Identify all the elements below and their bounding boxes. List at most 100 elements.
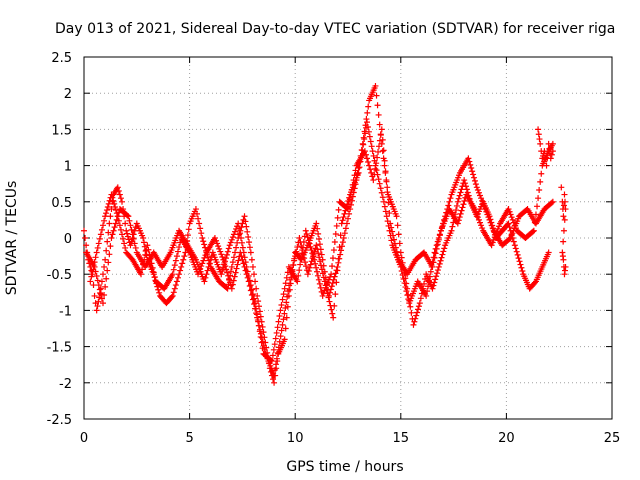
- data-point: [299, 250, 306, 257]
- data-point: [346, 196, 353, 203]
- data-point: [128, 226, 135, 233]
- data-point: [472, 208, 479, 215]
- data-point: [537, 140, 544, 147]
- data-point: [83, 242, 90, 249]
- data-point: [103, 207, 110, 214]
- data-point: [372, 82, 379, 89]
- data-point: [424, 288, 431, 295]
- data-point: [193, 210, 200, 217]
- data-point: [369, 148, 376, 155]
- data-point: [242, 218, 249, 225]
- data-point: [368, 143, 375, 150]
- y-tick-label: 1.5: [51, 123, 72, 138]
- data-point: [477, 219, 483, 226]
- data-point: [489, 239, 496, 246]
- data-point: [251, 301, 258, 308]
- data-point: [277, 333, 284, 340]
- data-point: [414, 306, 421, 313]
- data-point: [169, 271, 176, 278]
- data-point: [178, 263, 185, 270]
- data-point: [101, 292, 108, 299]
- data-point: [274, 350, 281, 357]
- data-point: [388, 224, 395, 231]
- data-point: [320, 290, 327, 297]
- data-point: [364, 119, 371, 126]
- data-point: [463, 186, 470, 193]
- data-point: [283, 274, 290, 281]
- data-point: [440, 248, 447, 255]
- data-point: [548, 151, 555, 158]
- data-point: [294, 244, 301, 251]
- data-point: [374, 102, 381, 109]
- data-point: [333, 222, 340, 229]
- data-point: [216, 245, 223, 252]
- data-point: [341, 210, 348, 217]
- data-point: [205, 263, 212, 270]
- data-point: [547, 155, 554, 162]
- y-tick-label: 2.5: [51, 51, 72, 66]
- data-point: [242, 259, 249, 266]
- data-point: [371, 171, 378, 178]
- data-point: [410, 321, 417, 328]
- data-point: [449, 223, 456, 230]
- data-point: [93, 249, 100, 256]
- data-point: [300, 251, 307, 258]
- data-point: [425, 278, 432, 285]
- data-point: [271, 372, 278, 379]
- data-point: [481, 203, 488, 210]
- data-point: [545, 140, 552, 147]
- data-point: [376, 137, 383, 144]
- data-point: [270, 346, 277, 353]
- data-point: [516, 258, 523, 265]
- data-point: [535, 126, 542, 133]
- data-point: [113, 216, 120, 223]
- data-point: [294, 278, 301, 285]
- data-point: [337, 251, 344, 258]
- data-point: [383, 213, 390, 220]
- data-point: [253, 311, 260, 318]
- y-tick-label: -2.5: [47, 413, 72, 428]
- data-point: [220, 264, 227, 271]
- y-axis-label: SDTVAR / TECUs: [4, 181, 20, 296]
- data-point: [316, 236, 323, 243]
- data-point: [427, 268, 434, 275]
- data-point: [511, 222, 518, 229]
- data-point: [380, 198, 387, 205]
- data-point: [436, 232, 443, 239]
- data-point: [510, 219, 517, 226]
- data-point: [377, 132, 384, 139]
- data-point: [259, 345, 266, 352]
- y-tick-label: 1: [64, 160, 72, 175]
- data-point: [280, 291, 287, 298]
- data-point: [344, 205, 351, 212]
- data-point: [415, 303, 422, 310]
- data-point: [535, 131, 542, 138]
- data-points: [81, 82, 569, 386]
- data-point: [227, 268, 234, 275]
- data-point: [477, 192, 483, 199]
- data-point: [105, 229, 112, 236]
- data-point: [310, 253, 317, 260]
- data-point: [97, 231, 104, 238]
- data-point: [98, 226, 105, 233]
- data-point: [534, 203, 541, 210]
- data-point: [252, 300, 259, 307]
- data-point: [272, 361, 279, 368]
- data-point: [116, 191, 123, 198]
- data-point: [174, 248, 181, 255]
- data-point: [319, 270, 326, 277]
- data-point: [416, 300, 423, 307]
- data-point: [125, 213, 132, 220]
- data-point: [433, 273, 440, 280]
- data-point: [247, 287, 254, 294]
- data-point: [366, 162, 373, 169]
- data-point: [340, 214, 347, 221]
- data-point: [383, 178, 390, 185]
- data-point: [176, 271, 183, 278]
- data-point: [316, 254, 323, 261]
- data-point: [531, 219, 538, 226]
- data-point: [332, 291, 339, 298]
- data-point: [512, 245, 519, 252]
- data-point: [519, 267, 526, 274]
